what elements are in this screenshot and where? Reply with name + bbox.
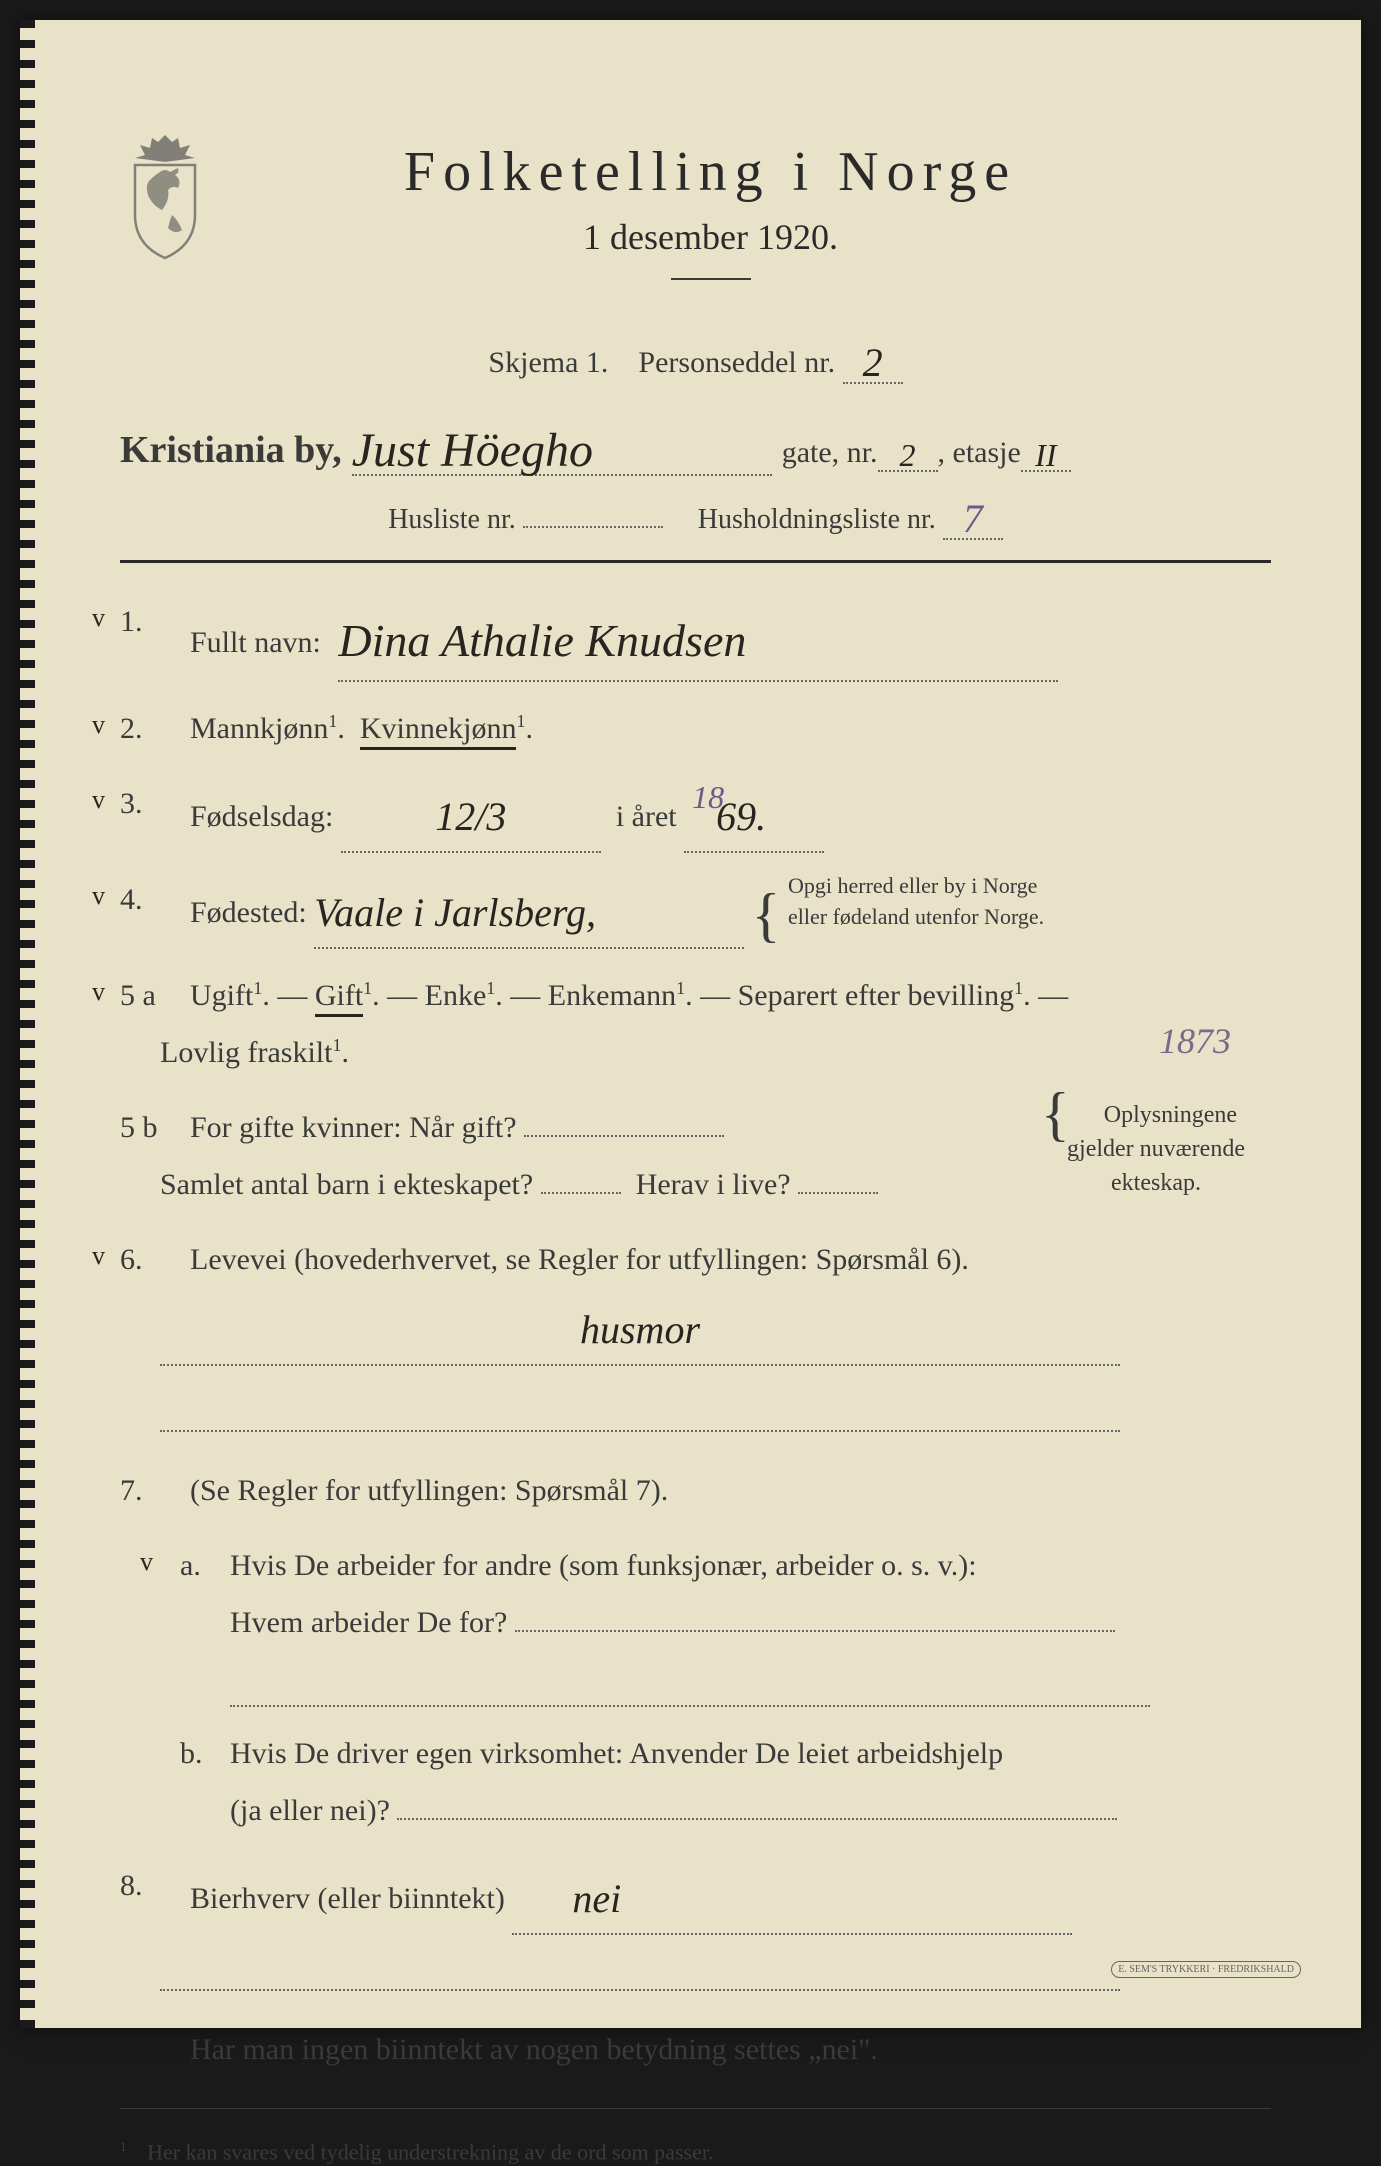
footer-note: Har man ingen biinntekt av nogen betydni…: [120, 2021, 1271, 2078]
address-line: Kristiania by, Just Höegho gate, nr. 2 ,…: [120, 419, 1271, 476]
personseddel-nr: 2: [863, 340, 883, 385]
tick-mark: v: [92, 775, 105, 824]
tick-mark: v: [92, 871, 105, 920]
footnote-text: Her kan svares ved tydelig understreknin…: [147, 2140, 713, 2165]
husholdning-label: Husholdningsliste nr.: [698, 504, 936, 535]
title-rule: [671, 278, 751, 280]
question-3: v 3. Fødselsdag: 12/3 i året 1869.: [120, 775, 1271, 853]
opt-fraskilt: Lovlig fraskilt: [160, 1036, 332, 1069]
q5b-label1: For gifte kvinner: Når gift?: [190, 1111, 517, 1144]
husholdning-nr: 7: [963, 496, 983, 541]
main-title: Folketelling i Norge: [240, 140, 1181, 204]
q-num: 5 b: [120, 1099, 180, 1156]
q4-label: Fødested:: [190, 896, 307, 929]
etasje-label: , etasje: [938, 436, 1021, 470]
q7b-label1: Hvis De driver egen virksomhet: Anvender…: [230, 1737, 1003, 1770]
opt-enkemann: Enkemann: [548, 979, 676, 1012]
date-subtitle: 1 desember 1920.: [240, 216, 1181, 258]
question-5a: v 5 a Ugift1. — Gift1. — Enke1. — Enkema…: [120, 967, 1271, 1081]
opt-separert: Separert efter bevilling: [738, 979, 1015, 1012]
question-6: v 6. Levevei (hovederhvervet, se Regler …: [120, 1231, 1271, 1432]
question-8: 8. Bierhverv (eller biinntekt) nei: [120, 1857, 1271, 1991]
census-form-page: Folketelling i Norge 1 desember 1920. Sk…: [20, 20, 1361, 2028]
skjema-label: Skjema 1.: [488, 346, 608, 379]
tick-mark: v: [140, 1537, 153, 1586]
city-prefix: Kristiania by,: [120, 428, 342, 472]
printer-mark: E. SEM'S TRYKKERI · FREDRIKSHALD: [1111, 1961, 1301, 1978]
question-7a: v a. Hvis De arbeider for andre (som fun…: [120, 1537, 1271, 1707]
q7a-label2: Hvem arbeider De for?: [230, 1606, 507, 1639]
q-num: 1.: [120, 593, 180, 650]
brace-icon: {: [1041, 1099, 1070, 1129]
q1-label: Fullt navn:: [190, 626, 321, 659]
q1-value: Dina Athalie Knudsen: [338, 615, 746, 666]
tick-mark: v: [92, 1231, 105, 1280]
gate-label: gate, nr.: [782, 436, 878, 470]
q-num: 3.: [120, 775, 180, 832]
opt-ugift: Ugift: [190, 979, 253, 1012]
q8-value: nei: [572, 1876, 621, 1921]
q6-label: Levevei (hovederhvervet, se Regler for u…: [190, 1243, 969, 1276]
question-4: v 4. Fødested: Vaale i Jarlsberg, { Opgi…: [120, 871, 1271, 949]
tick-mark: v: [92, 700, 105, 749]
q-num: 6.: [120, 1231, 180, 1288]
q3-day: 12/3: [435, 794, 506, 839]
tick-mark: v: [92, 967, 105, 1016]
q-num: 2.: [120, 700, 180, 757]
title-block: Folketelling i Norge 1 desember 1920.: [240, 140, 1271, 305]
divider-thin: [120, 2108, 1271, 2109]
husliste-label: Husliste nr.: [388, 504, 516, 535]
q3-label: Fødselsdag:: [190, 800, 333, 833]
etasje-value: II: [1035, 437, 1056, 473]
footnote: 1 Her kan svares ved tydelig understrekn…: [120, 2139, 1271, 2165]
question-5b: 5 b { Oplysningene gjelder nuværende ekt…: [120, 1099, 1271, 1213]
q7a-label1: Hvis De arbeider for andre (som funksjon…: [230, 1549, 977, 1582]
q-num: 7.: [120, 1462, 180, 1519]
sub-letter: a.: [180, 1537, 201, 1594]
header: Folketelling i Norge 1 desember 1920.: [120, 140, 1271, 305]
sub-letter: b.: [180, 1725, 203, 1782]
q2-female: Kvinnekjønn: [360, 712, 517, 745]
q5b-label3: Herav i live?: [636, 1168, 791, 1201]
q4-note: Opgi herred eller by i Norge eller fødel…: [788, 871, 1044, 933]
q-num: 4.: [120, 871, 180, 928]
opt-enke: Enke: [425, 979, 487, 1012]
question-7: 7. (Se Regler for utfyllingen: Spørsmål …: [120, 1462, 1271, 1519]
q-num: 5 a: [120, 967, 180, 1024]
gate-nr: 2: [900, 437, 916, 473]
tick-mark: v: [92, 593, 105, 642]
question-2: v 2. Mannkjønn1. Kvinnekjønn1.: [120, 700, 1271, 757]
q-num: 8.: [120, 1857, 180, 1914]
skjema-line: Skjema 1. Personseddel nr. 2: [120, 335, 1271, 384]
husliste-line: Husliste nr. Husholdningsliste nr. 7: [120, 491, 1271, 540]
annotation-year: 1873: [1159, 1007, 1231, 1075]
question-1: v 1. Fullt navn: Dina Athalie Knudsen: [120, 593, 1271, 682]
coat-of-arms-icon: [120, 130, 210, 260]
q3-year-label: i året: [616, 800, 677, 833]
q2-male: Mannkjønn: [190, 712, 328, 745]
footer-note-text: Har man ingen biinntekt av nogen betydni…: [190, 2033, 878, 2066]
q7-label: (Se Regler for utfyllingen: Spørsmål 7).: [190, 1474, 668, 1507]
q8-label: Bierhverv (eller biinntekt): [190, 1882, 505, 1915]
brace-icon: {: [752, 883, 781, 949]
q3-year: 69.: [716, 794, 766, 839]
q4-value: Vaale i Jarlsberg,: [314, 890, 596, 935]
question-7b: b. Hvis De driver egen virksomhet: Anven…: [120, 1725, 1271, 1839]
personseddel-label: Personseddel nr.: [638, 346, 835, 379]
divider-heavy: [120, 560, 1271, 563]
street-name: Just Höegho: [352, 424, 593, 477]
q5b-note: { Oplysningene gjelder nuværende ekteska…: [1041, 1099, 1271, 1200]
opt-gift: Gift: [315, 979, 363, 1012]
q6-value: husmor: [580, 1307, 700, 1352]
footnote-num: 1: [120, 2139, 127, 2154]
q5b-label2: Samlet antal barn i ekteskapet?: [160, 1168, 533, 1201]
q7b-label2: (ja eller nei)?: [230, 1794, 390, 1827]
